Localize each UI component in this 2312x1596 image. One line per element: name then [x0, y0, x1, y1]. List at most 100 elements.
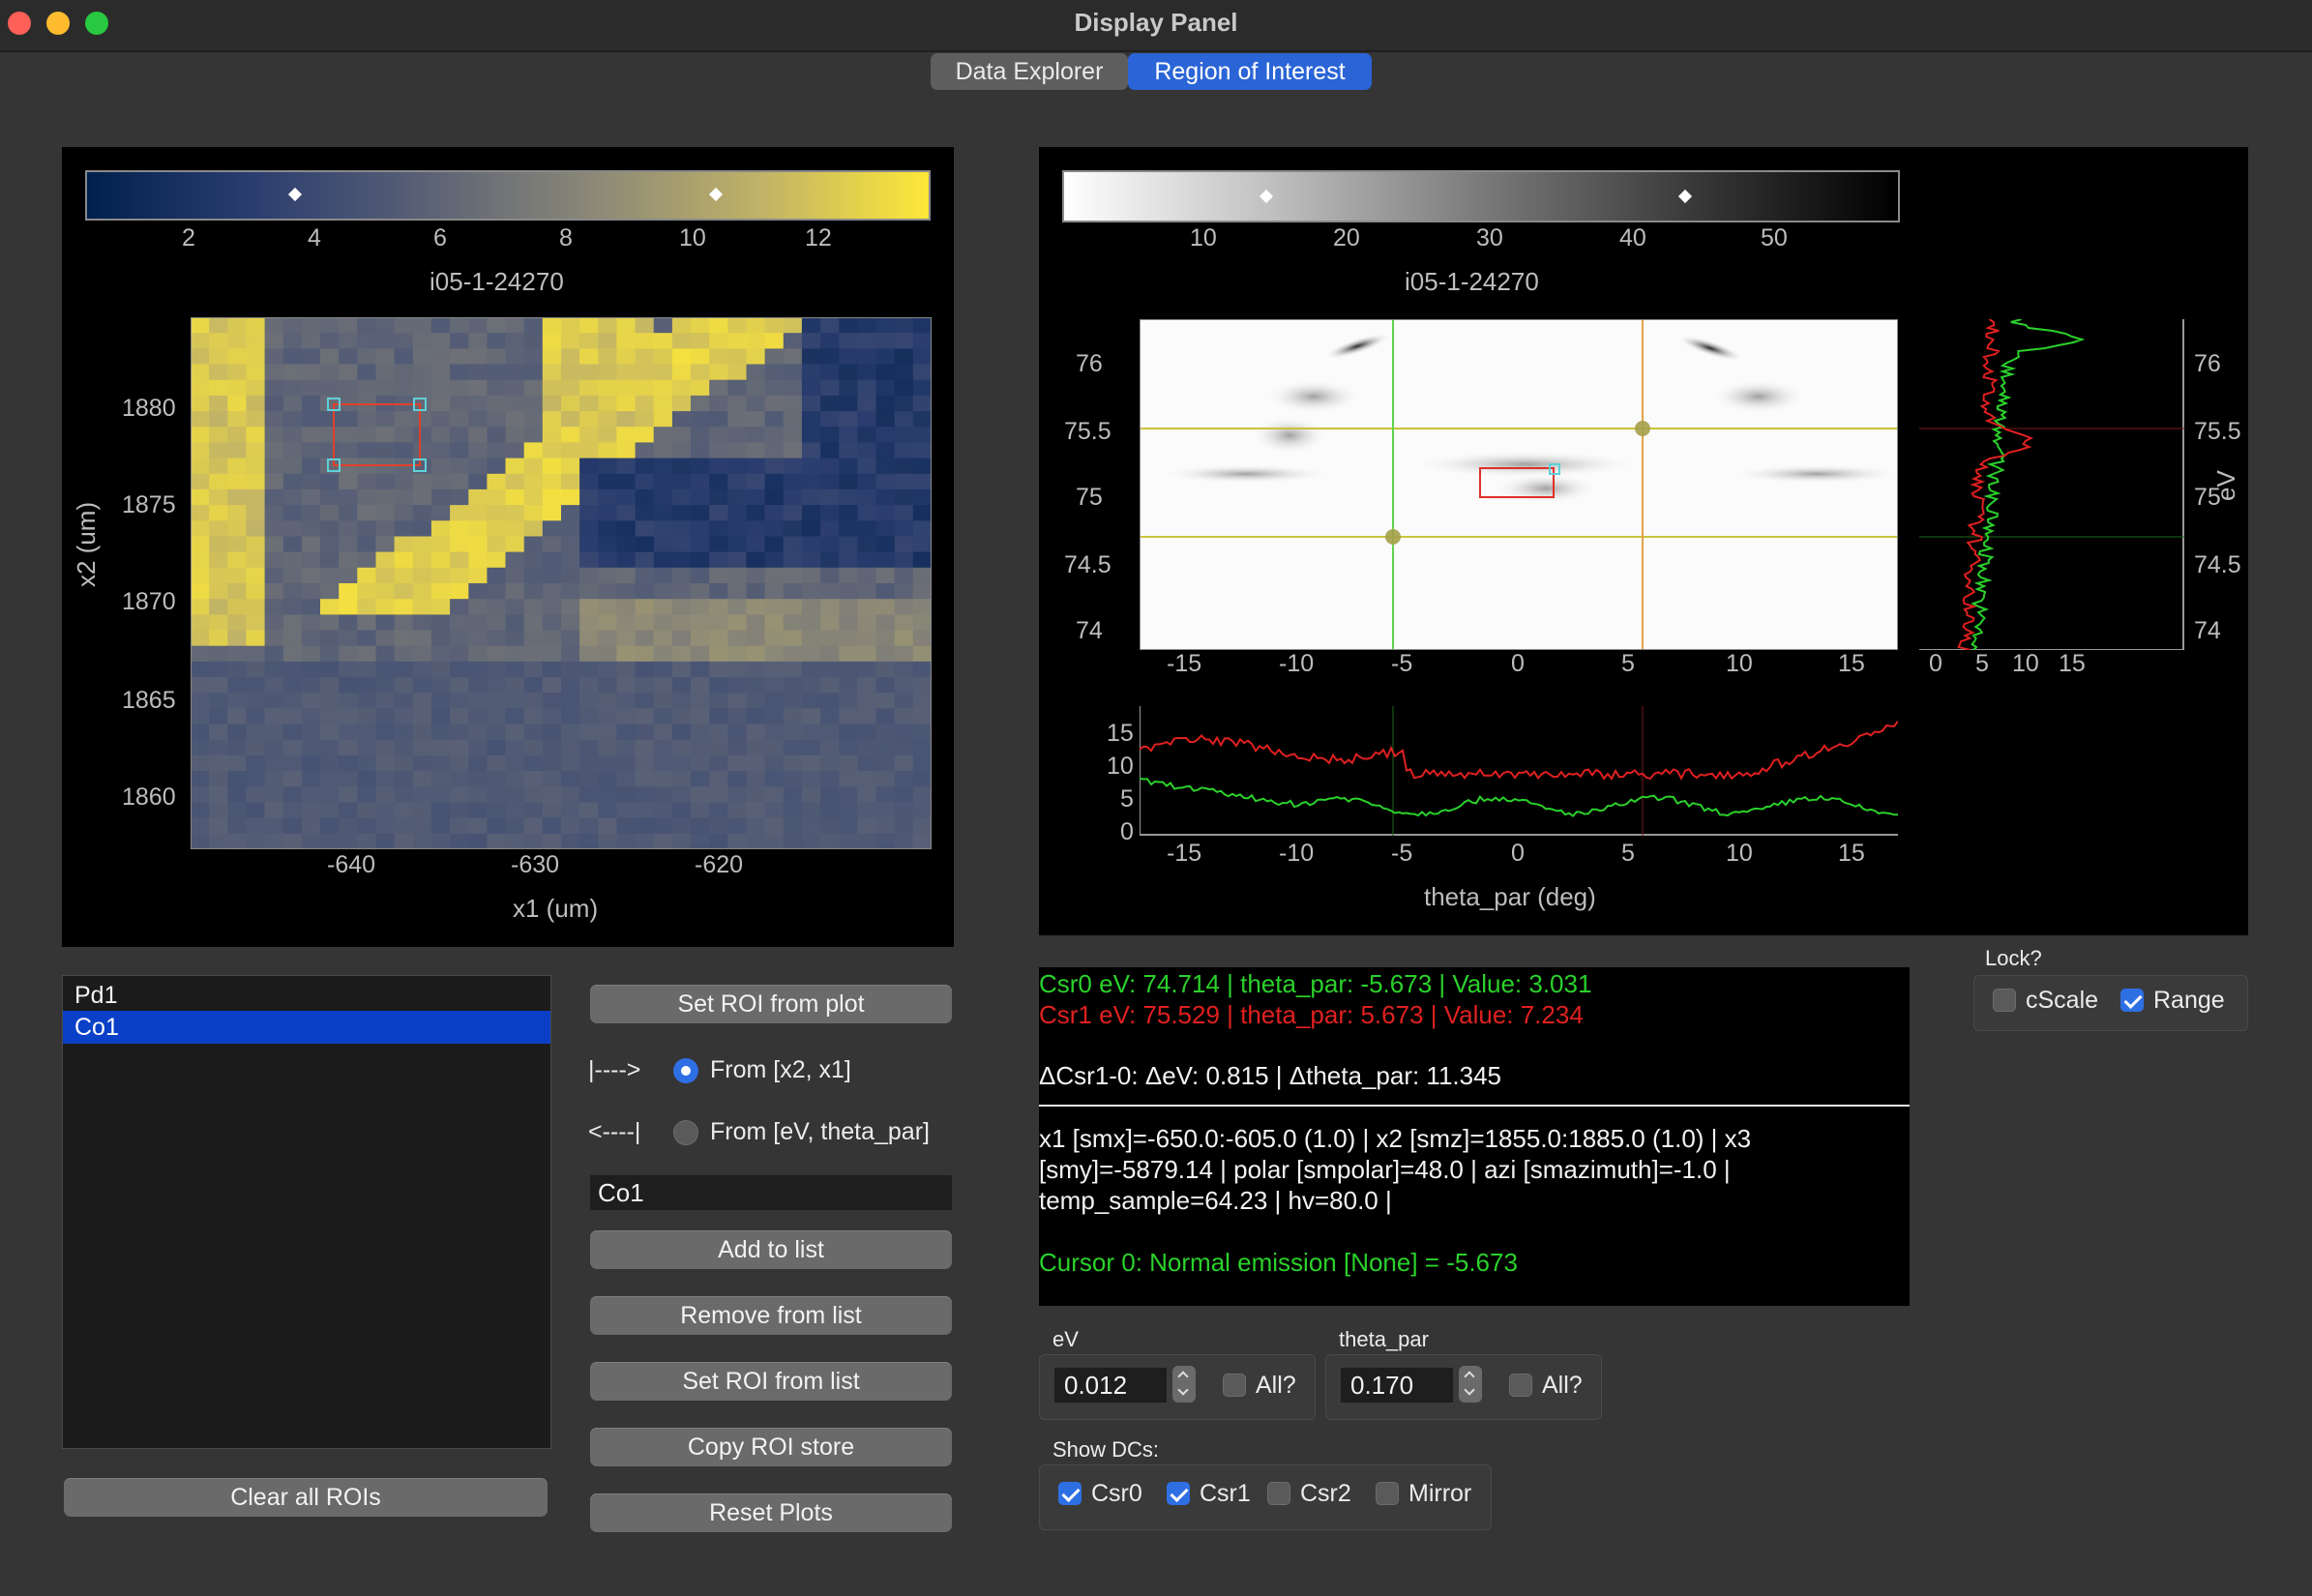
y-tick: 1865: [122, 687, 176, 714]
list-item-selected[interactable]: Co1: [63, 1011, 550, 1044]
theta-tick: -5: [1391, 650, 1413, 677]
roi-rectangle[interactable]: [1479, 467, 1555, 498]
metadata-line: x1 [smx]=-650.0:-605.0 (1.0) | x2 [smz]=…: [1039, 1124, 1752, 1153]
roi-rectangle[interactable]: [333, 403, 421, 466]
colorbar-label: i05-1-24270: [430, 267, 564, 296]
metadata-line: [smy]=-5879.14 | polar [smpolar]=48.0 | …: [1039, 1155, 1731, 1184]
roi-handle[interactable]: [413, 398, 427, 411]
mdc-y-tick: 10: [1107, 753, 1134, 780]
mdc-y-tick: 15: [1107, 720, 1134, 747]
edc-ev-tick: 74: [2194, 617, 2221, 644]
y-tick: 1875: [122, 491, 176, 518]
show-csr0-label[interactable]: Csr0: [1091, 1480, 1142, 1507]
roi-handle[interactable]: [327, 458, 341, 472]
edc-x-tick: 10: [2012, 650, 2039, 677]
roi-name-input[interactable]: Co1: [590, 1175, 952, 1210]
y-tick: 1870: [122, 588, 176, 615]
clear-all-rois-button[interactable]: Clear all ROIs: [64, 1478, 548, 1517]
colorbar-label: i05-1-24270: [1405, 267, 1539, 296]
ev-tick: 76: [1076, 350, 1103, 377]
add-to-list-button[interactable]: Add to list: [590, 1230, 952, 1269]
spectrum-panel: 10 20 30 40 50 i05-1-24270: [1039, 147, 2248, 935]
colorbar-tick: 6: [433, 224, 447, 251]
x-tick: -620: [695, 851, 744, 878]
cursor1-readout: Csr1 eV: 75.529 | theta_par: 5.673 | Val…: [1039, 1000, 1584, 1029]
lock-cscale-label[interactable]: cScale: [2026, 987, 2099, 1014]
ev-step-stepper[interactable]: [1172, 1366, 1196, 1403]
lock-range-label[interactable]: Range: [2153, 987, 2225, 1014]
ev-all-label[interactable]: All?: [1256, 1372, 1296, 1399]
edc-ev-tick: 74.5: [2194, 551, 2241, 578]
arpes-image[interactable]: [1140, 319, 1898, 650]
theta-step-input[interactable]: 0.170: [1341, 1368, 1453, 1403]
theta-step-stepper[interactable]: [1459, 1366, 1482, 1403]
show-csr2-checkbox[interactable]: [1267, 1482, 1290, 1505]
show-csr2-label[interactable]: Csr2: [1300, 1480, 1351, 1507]
copy-roi-store-button[interactable]: Copy ROI store: [590, 1428, 952, 1466]
show-dcs-group: [1039, 1464, 1492, 1530]
spatial-map-panel: 2 4 6 8 10 12 i05-1-24270 1880 1875 1870…: [62, 147, 954, 947]
colorbar-tick: 40: [1619, 224, 1646, 251]
from-x2-x1-radio[interactable]: [673, 1058, 698, 1083]
ev-step-input[interactable]: 0.012: [1054, 1368, 1167, 1403]
show-csr1-label[interactable]: Csr1: [1200, 1480, 1251, 1507]
reset-plots-button[interactable]: Reset Plots: [590, 1493, 952, 1532]
from-ev-theta-radio[interactable]: [673, 1120, 698, 1145]
metadata-line: temp_sample=64.23 | hv=80.0 |: [1039, 1186, 1392, 1215]
remove-from-list-button[interactable]: Remove from list: [590, 1296, 952, 1335]
mdc-axis-label: theta_par (deg): [1424, 882, 1596, 911]
direction-arrow-backward: <----|: [588, 1118, 641, 1145]
show-dcs-title: Show DCs:: [1052, 1437, 1160, 1462]
colorbar-tick: 50: [1761, 224, 1788, 251]
edc-x-tick: 5: [1975, 650, 1989, 677]
show-csr0-checkbox[interactable]: [1058, 1482, 1082, 1505]
theta-tick: -10: [1279, 650, 1315, 677]
mdc-plot[interactable]: [1140, 706, 1898, 836]
ev-box-title: eV: [1052, 1327, 1079, 1351]
edc-ev-tick: 76: [2194, 350, 2221, 377]
list-item[interactable]: Pd1: [74, 982, 118, 1009]
set-roi-from-plot-button[interactable]: Set ROI from plot: [590, 985, 952, 1023]
lock-cscale-checkbox[interactable]: [1993, 989, 2016, 1012]
ev-tick: 75.5: [1064, 418, 1112, 445]
tab-region-of-interest[interactable]: Region of Interest: [1128, 53, 1372, 90]
theta-all-checkbox[interactable]: [1509, 1374, 1532, 1397]
from-x2-x1-label[interactable]: From [x2, x1]: [710, 1056, 851, 1083]
theta-box-title: theta_par: [1339, 1327, 1429, 1351]
intensity-colorbar[interactable]: [1062, 170, 1900, 222]
roi-handle[interactable]: [1549, 463, 1560, 475]
ev-tick: 74.5: [1064, 551, 1112, 578]
show-csr1-checkbox[interactable]: [1167, 1482, 1190, 1505]
ev-tick: 75: [1076, 484, 1103, 511]
spatial-heatmap[interactable]: [191, 317, 932, 849]
cursor-0-marker[interactable]: [1385, 529, 1401, 545]
window-title: Display Panel: [1074, 8, 1238, 37]
zoom-window-button[interactable]: [85, 12, 108, 35]
cursor-1-marker[interactable]: [1635, 421, 1650, 436]
intensity-colorbar[interactable]: [85, 170, 931, 221]
theta-all-label[interactable]: All?: [1542, 1372, 1583, 1399]
set-roi-from-list-button[interactable]: Set ROI from list: [590, 1362, 952, 1401]
close-window-button[interactable]: [8, 12, 31, 35]
cursor0-readout: Csr0 eV: 74.714 | theta_par: -5.673 | Va…: [1039, 969, 1592, 998]
info-divider: [1039, 1105, 1910, 1107]
show-mirror-checkbox[interactable]: [1376, 1482, 1399, 1505]
roi-list[interactable]: Pd1 Co1: [62, 975, 551, 1449]
roi-handle[interactable]: [413, 458, 427, 472]
colorbar-tick: 4: [308, 224, 321, 251]
cursor-info-panel: [1039, 967, 1910, 1306]
ev-all-checkbox[interactable]: [1223, 1374, 1246, 1397]
minimize-window-button[interactable]: [46, 12, 70, 35]
show-mirror-label[interactable]: Mirror: [1408, 1480, 1472, 1507]
mdc-x-tick: 5: [1621, 840, 1635, 867]
from-ev-theta-label[interactable]: From [eV, theta_par]: [710, 1118, 930, 1145]
colorbar-tick: 30: [1476, 224, 1503, 251]
tab-data-explorer[interactable]: Data Explorer: [931, 53, 1128, 90]
colorbar-tick: 12: [805, 224, 832, 251]
lock-range-checkbox[interactable]: [2120, 989, 2144, 1012]
edc-plot[interactable]: [1919, 319, 2184, 650]
roi-handle[interactable]: [327, 398, 341, 411]
lock-title: Lock?: [1985, 946, 2042, 970]
x-axis-label: x1 (um): [513, 894, 599, 923]
lock-group: [1973, 975, 2248, 1031]
